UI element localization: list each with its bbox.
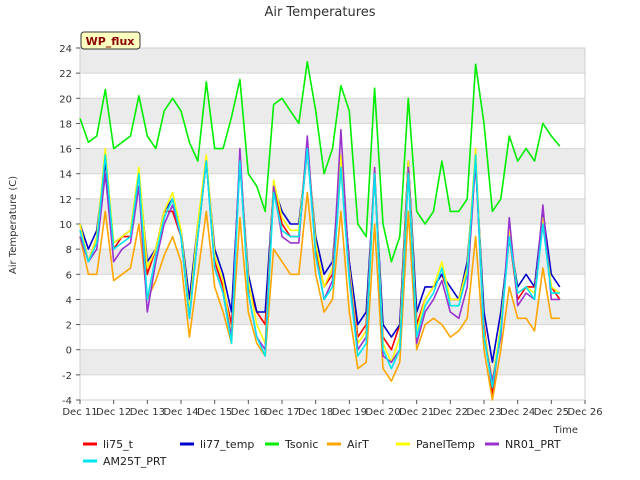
y-tick-label: 0 bbox=[66, 346, 72, 357]
background-band bbox=[80, 173, 585, 199]
site-badge-label: WP_flux bbox=[86, 35, 135, 48]
x-axis-label: Time bbox=[553, 425, 578, 436]
y-tick-label: 2 bbox=[66, 321, 72, 332]
background-band bbox=[80, 324, 585, 350]
legend-label-li77-temp: li77_temp bbox=[200, 438, 254, 451]
y-tick-label: 8 bbox=[66, 245, 72, 256]
chart-title: Air Temperatures bbox=[264, 5, 375, 20]
y-tick-label: 22 bbox=[59, 69, 72, 80]
x-tick-label: Dec 22 bbox=[433, 407, 468, 418]
y-tick-label: 4 bbox=[66, 295, 72, 306]
x-tick-label: Dec 18 bbox=[298, 407, 333, 418]
y-tick-label: 12 bbox=[59, 195, 72, 206]
series-line-airt bbox=[79, 191, 560, 401]
x-tick-label: Dec 12 bbox=[96, 407, 131, 418]
x-tick-label: Dec 13 bbox=[130, 407, 165, 418]
y-tick-label: 16 bbox=[59, 145, 72, 156]
x-tick-label: Dec 23 bbox=[466, 407, 501, 418]
y-axis-label: Air Temperature (C) bbox=[8, 176, 19, 274]
legend-label-li75-t: li75_t bbox=[103, 438, 134, 451]
y-tick-label: -2 bbox=[62, 371, 72, 382]
series-line-am25t-prt bbox=[79, 147, 560, 389]
background-band bbox=[80, 73, 585, 99]
legend-label-paneltemp: PanelTemp bbox=[416, 438, 475, 451]
x-tick-label: Dec 19 bbox=[332, 407, 367, 418]
series-lines bbox=[79, 61, 561, 401]
background-band bbox=[80, 98, 585, 124]
y-tick-label: -4 bbox=[62, 396, 72, 407]
legend-label-am25t-prt: AM25T_PRT bbox=[103, 455, 167, 468]
site-badge: WP_flux bbox=[80, 31, 141, 50]
background-band bbox=[80, 224, 585, 250]
background-band bbox=[80, 299, 585, 325]
legend-label-airt: AirT bbox=[347, 438, 369, 451]
x-tick-label: Dec 26 bbox=[567, 407, 602, 418]
y-tick-label: 14 bbox=[59, 170, 72, 181]
y-tick-label: 6 bbox=[66, 270, 72, 281]
background-band bbox=[80, 374, 585, 400]
site-badge-box bbox=[80, 31, 141, 50]
y-tick-label: 24 bbox=[59, 44, 72, 55]
series-line-tsonic bbox=[79, 61, 561, 263]
x-tick-label: Dec 14 bbox=[163, 407, 198, 418]
background-band bbox=[80, 48, 585, 74]
legend-label-nr01-prt: NR01_PRT bbox=[505, 438, 561, 451]
x-tick-label: Dec 17 bbox=[264, 407, 299, 418]
x-tick-label: Dec 25 bbox=[534, 407, 569, 418]
x-tick-label: Dec 16 bbox=[231, 407, 266, 418]
x-tick-label: Dec 11 bbox=[62, 407, 97, 418]
x-tick-label: Dec 20 bbox=[365, 407, 400, 418]
legend: li75_t li77_temp Tsonic AirT PanelTemp NR01_P… bbox=[83, 438, 561, 468]
x-tick-label: Dec 24 bbox=[500, 407, 535, 418]
y-tick-label: 20 bbox=[59, 94, 72, 105]
y-tick-label: 10 bbox=[59, 220, 72, 231]
y-tick-label: 18 bbox=[59, 119, 72, 130]
x-tick-label: Dec 21 bbox=[399, 407, 434, 418]
background-band bbox=[80, 148, 585, 174]
x-tick-label: Dec 15 bbox=[197, 407, 232, 418]
legend-label-tsonic: Tsonic bbox=[284, 438, 318, 451]
background-band bbox=[80, 349, 585, 375]
